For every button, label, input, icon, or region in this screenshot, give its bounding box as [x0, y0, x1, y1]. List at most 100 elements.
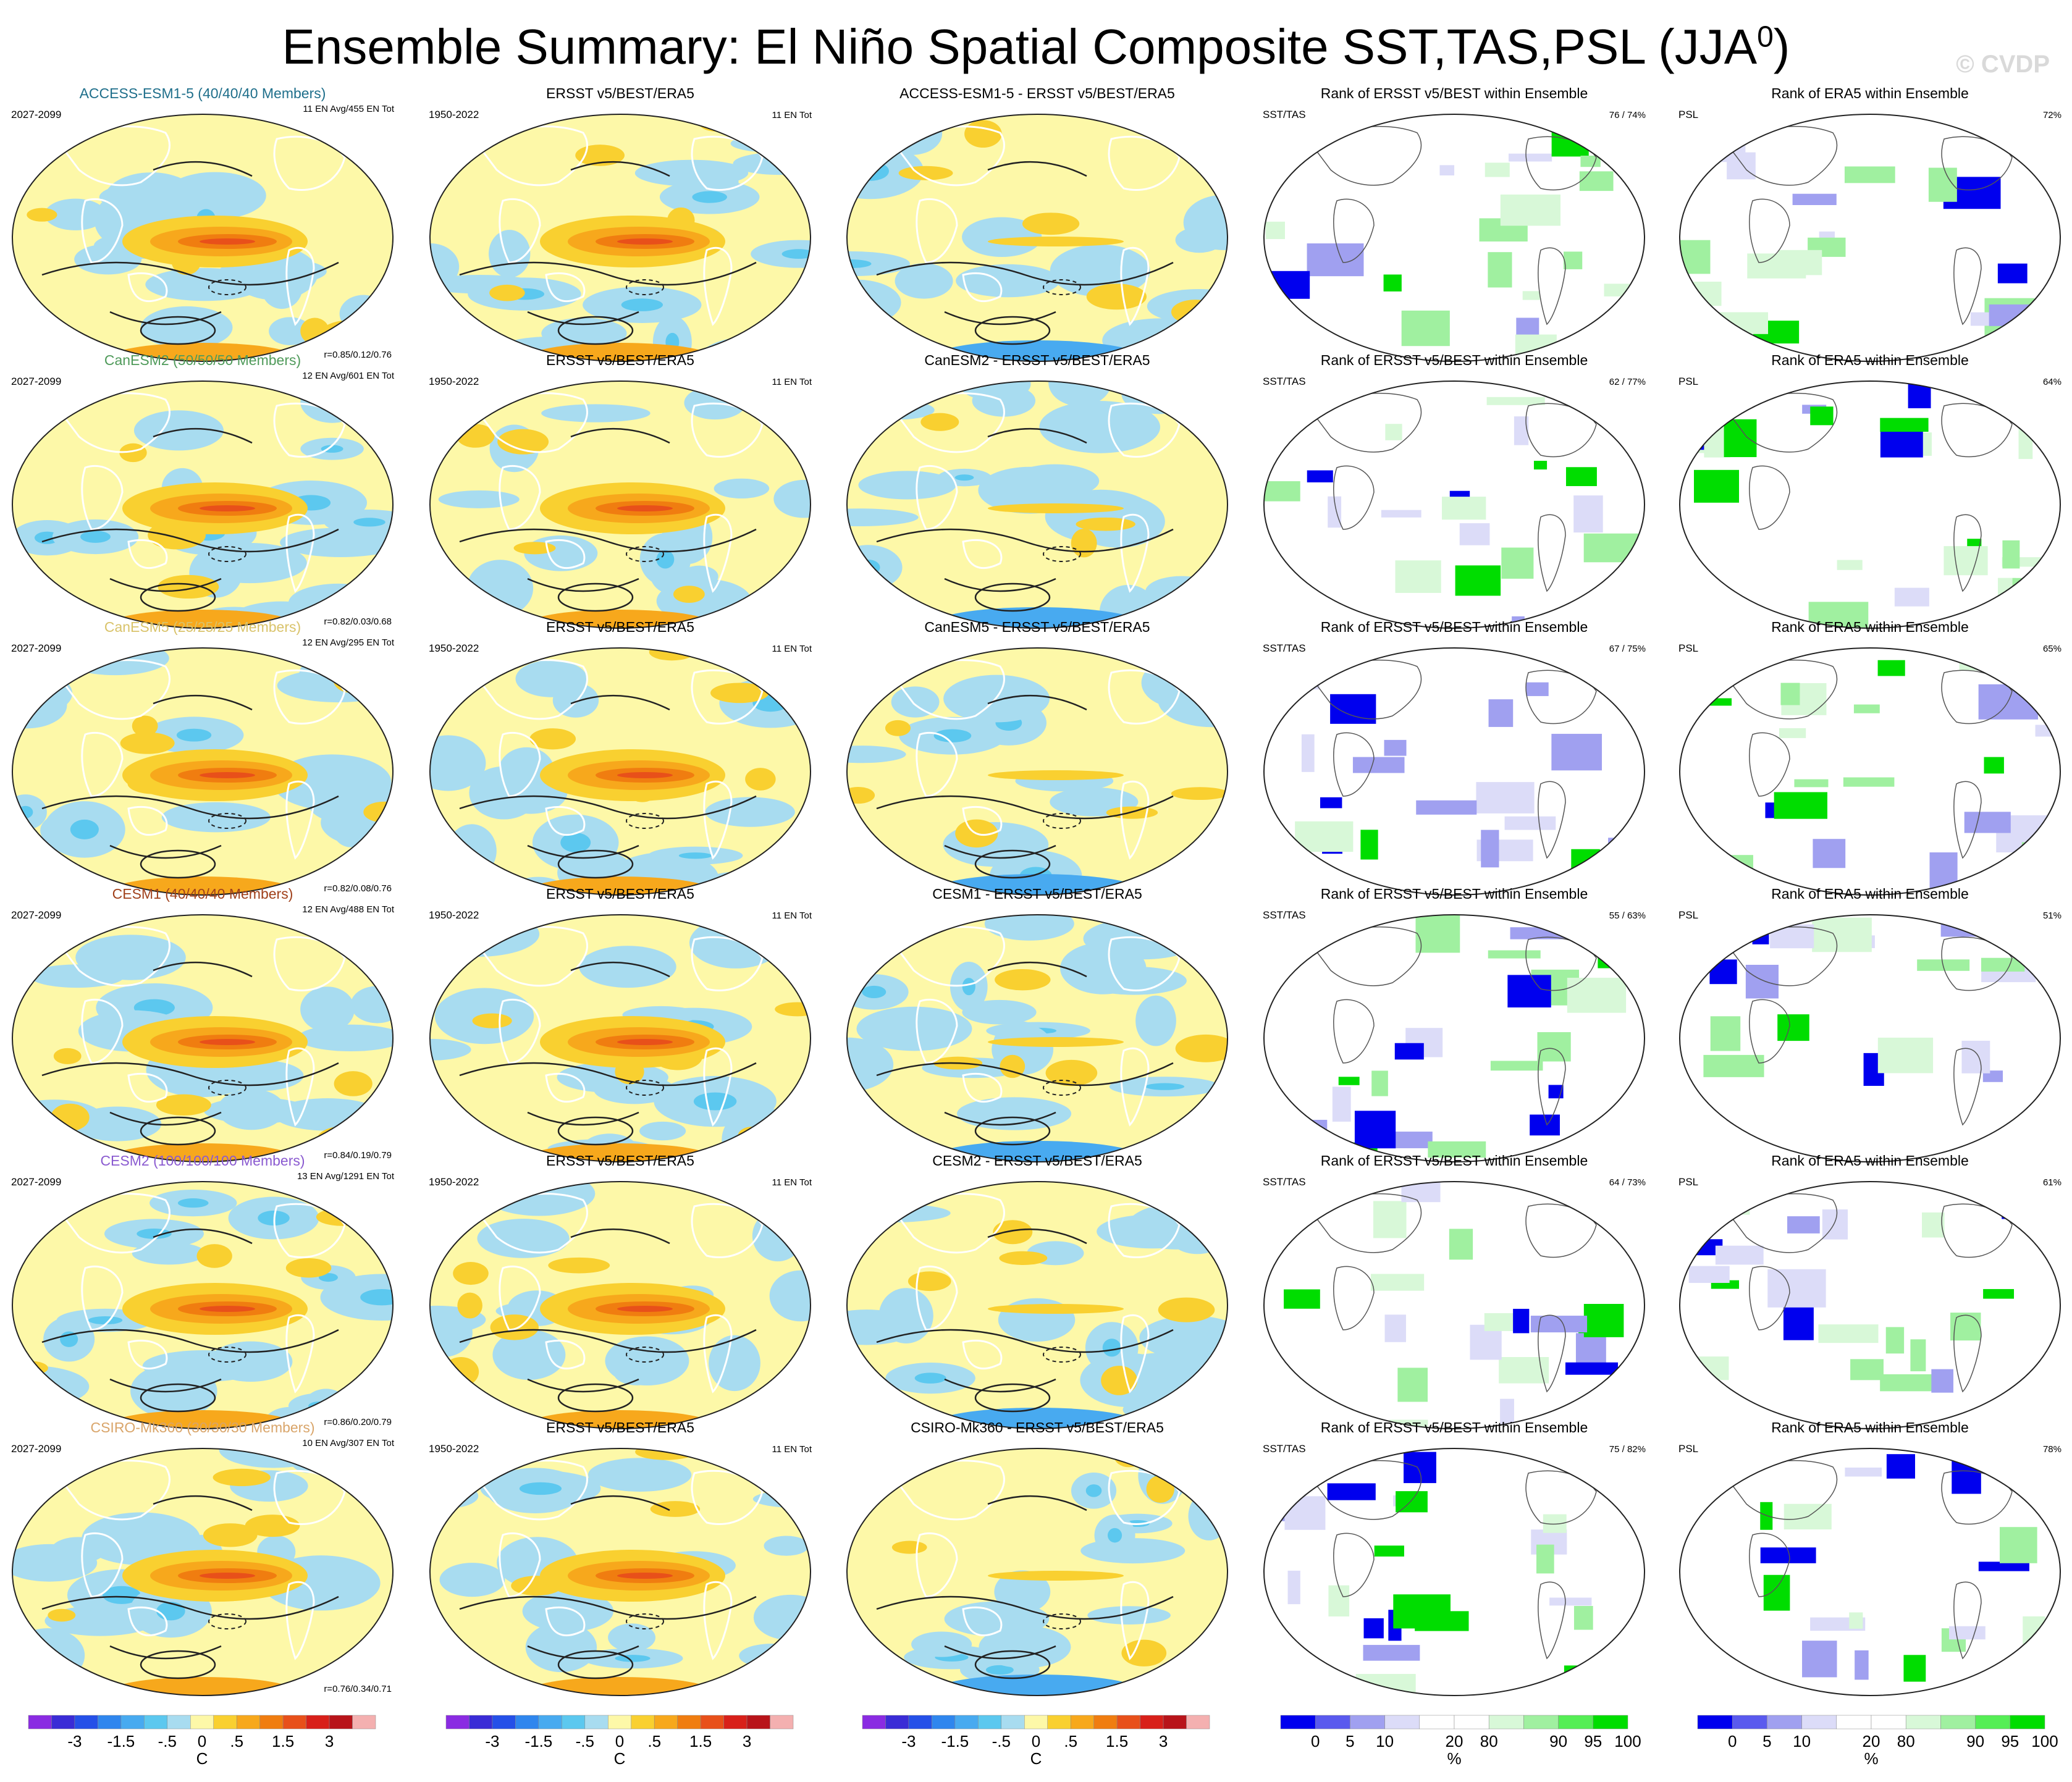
map-rank_sst-row4-border: [1263, 914, 1645, 1162]
map-obs-row1-cool-patch: [634, 159, 749, 187]
obs-en-info-label: 11 EN Tot: [772, 1444, 812, 1455]
map-rank_sst-row5-rank-patch: [1499, 1356, 1549, 1384]
map-obs-row3-psl-contour: [527, 844, 639, 859]
map-rank_sst-row2-rank-patch: [1501, 547, 1534, 579]
rank-sst-label: SST/TAS: [1263, 909, 1306, 921]
map-obs-row6-cool-patch: [522, 1590, 614, 1632]
map-model-row4-coastline: [285, 1047, 315, 1127]
map-obs-row6-cool-patch: [764, 1536, 809, 1556]
map-rank_sst-row1: [1264, 114, 1645, 361]
pattern-correlation-label: r=0.76/0.34/0.71: [324, 1684, 392, 1694]
map-rank_sst-row3-border: [1263, 647, 1645, 896]
obs-title: ERSST v5/BEST/ERA5: [546, 1419, 694, 1435]
map-model-row1-coastline: [81, 198, 124, 264]
en-info-label: 13 EN Avg/1291 EN Tot: [297, 1171, 395, 1182]
map-obs-row5-coastline: [499, 1265, 541, 1331]
map-rank_sst-row6-rank-patch: [1404, 1452, 1436, 1484]
map-rank_psl-row5-rank-patch: [1950, 1313, 1981, 1341]
rank-psl-percent: 64%: [2043, 377, 2061, 387]
map-diff-row4-cool-patch: [962, 999, 1037, 1025]
map-obs-row1-cool-patch: [489, 230, 531, 278]
map-diff-row3-cool-patch: [1143, 648, 1228, 673]
map-obs-row3-warm-patch: [710, 683, 769, 704]
map-model-row5-warm-patch: [285, 1258, 332, 1278]
map-rank_psl-row1: [1680, 114, 2060, 361]
pattern-correlation-label: r=0.85/0.12/0.76: [324, 350, 392, 360]
map-rank_sst-row1-rank-patch: [1265, 221, 1286, 240]
map-diff-row3-cool-patch: [847, 746, 906, 763]
colorbar-temp-col3-swatch: [1070, 1715, 1094, 1729]
map-model-row6-warm-patch: [213, 1468, 271, 1486]
colorbar-temp-col2-swatch: [770, 1715, 794, 1729]
map-diff-row2-coastline: [916, 464, 958, 531]
map-diff-row5-border: [846, 1181, 1228, 1429]
map-rank_sst-row6: [1264, 1448, 1645, 1696]
map-model-row4-coastline: [273, 936, 346, 992]
map-rank_sst-row2-rank-patch: [1565, 467, 1597, 486]
map-rank_sst-row5-coastline: [1333, 1266, 1375, 1330]
map-rank_sst-row5-rank-patch: [1449, 1229, 1473, 1260]
map-model-row3-psl-contour: [153, 694, 253, 711]
map-diff-row1-warm-patch: [898, 166, 953, 180]
rank-sst-title: Rank of ERSST v5/BEST within Ensemble: [1321, 1419, 1588, 1435]
map-diff-row3-enso-diff-band: [988, 770, 1124, 780]
colorbar-temp-col1-tick-label: -3: [67, 1732, 82, 1750]
map-rank_sst-row2-rank-patch: [1486, 397, 1545, 405]
map-model-row5-cool-core: [319, 1273, 338, 1282]
map-rank_sst-row5-rank-patch: [1264, 1242, 1274, 1264]
map-diff-row4-cool-core: [962, 978, 975, 996]
map-obs-row3-warm-patch: [529, 728, 576, 750]
map-model-row5-psl-contour: [41, 1329, 339, 1353]
en-info-label: 12 EN Avg/601 EN Tot: [302, 371, 395, 381]
map-rank_psl-row6-rank-patch: [2003, 1455, 2032, 1465]
colorbar-temp-col3-swatch: [1047, 1715, 1071, 1729]
map-model-row2-enso-tongue-core: [200, 505, 255, 511]
map-rank_sst-row3-coastline: [1538, 781, 1566, 859]
map-obs-row6-enso-tongue-core: [617, 1573, 673, 1579]
map-obs-row6-warm-patch: [764, 1680, 790, 1696]
map-diff-row3-warm-patch: [885, 720, 911, 736]
obs-en-info-label: 11 EN Tot: [772, 110, 812, 120]
colorbar-rank-col5-swatch: [1767, 1715, 1802, 1729]
map-model-row2-psl-contour-negative: [208, 546, 246, 562]
map-model-row6-psl-contour-negative: [208, 1613, 246, 1629]
map-rank_sst-row2-rank-patch: [1455, 565, 1501, 596]
map-rank_sst-row1-rank-patch: [1609, 322, 1635, 336]
map-diff-row2-antarctic-band: [932, 607, 1142, 628]
map-obs-row6-coastline: [703, 1581, 733, 1660]
map-rank_psl-row6-background: [1680, 1448, 2060, 1696]
map-rank_sst-row3-rank-patch: [1279, 663, 1320, 690]
map-rank_sst-row5-rank-patch: [1373, 1201, 1407, 1238]
map-rank_psl-row5-rank-patch: [1680, 1356, 1729, 1381]
map-rank_psl-row1-rank-patch: [1970, 312, 1995, 326]
colorbar-temp-col1-tick-label: 3: [325, 1732, 334, 1750]
map-rank_sst-row5-rank-patch: [1565, 1362, 1619, 1375]
map-obs-row1-warm-patch: [489, 284, 525, 301]
map-rank_sst-row2-coastline: [1538, 514, 1566, 592]
colorbar-rank-col4-swatch: [1593, 1715, 1628, 1729]
map-obs-row4-coastline: [703, 1047, 733, 1127]
colorbar-temp-col1-unit-label: C: [196, 1749, 208, 1768]
map-rank_sst-row6-rank-patch: [1284, 1496, 1326, 1530]
map-rank_sst-row1-rank-patch: [1488, 252, 1512, 288]
colorbar-temp-col2-swatch: [677, 1715, 701, 1729]
map-rank_sst-row4-rank-patch: [1548, 1085, 1564, 1099]
map-rank_sst-row2-rank-patch: [1602, 585, 1645, 616]
map-obs-row2-cool-patch: [773, 479, 811, 518]
map-obs-row5-warm-patch: [548, 1257, 610, 1274]
map-model-row1-cool-patch: [44, 198, 106, 230]
map-rank_psl-row5-rank-patch: [1880, 1374, 1939, 1392]
obs-period-label: 1950-2022: [429, 376, 479, 387]
map-obs-row6-psl-contour: [459, 1595, 757, 1620]
map-obs-row4-cool-core: [457, 926, 500, 943]
colorbar-temp-col3-swatch: [862, 1715, 886, 1729]
map-model-row3-warm-patch: [333, 666, 367, 693]
map-rank_psl-row2-rank-patch: [2002, 540, 2020, 569]
map-diff-row1-coastline: [916, 198, 958, 264]
map-diff-row6-cool-patch: [994, 1570, 1051, 1613]
map-diff-row3-cool-core: [1195, 667, 1228, 679]
map-obs-row1-warm-patch: [697, 114, 734, 132]
colorbar-temp-col3-swatch: [1163, 1715, 1187, 1729]
map-rank_psl-row1-rank-patch: [1680, 240, 1711, 274]
map-diff-row6-coastline: [962, 1606, 1003, 1636]
